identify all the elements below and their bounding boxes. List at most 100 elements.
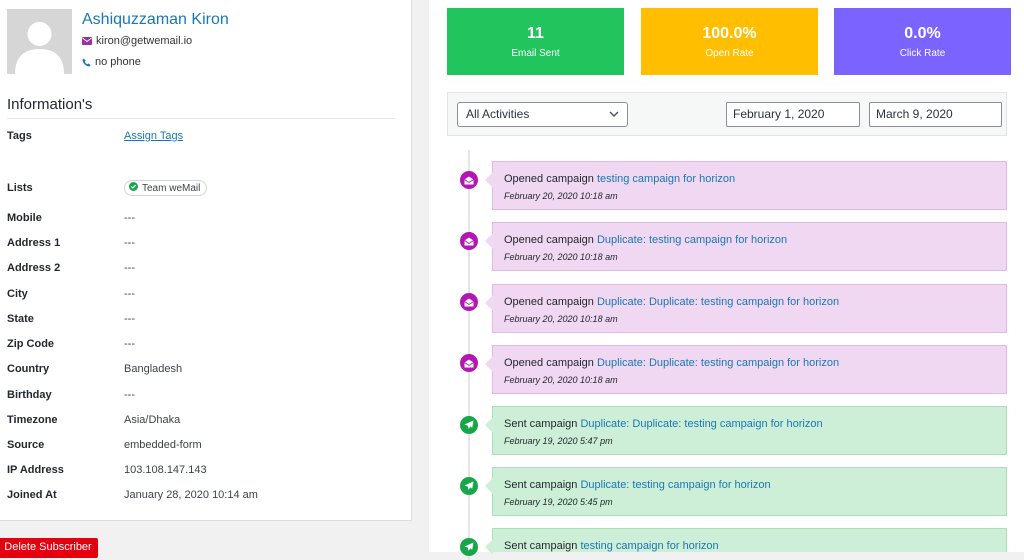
tags-label: Tags xyxy=(7,130,32,142)
field-value: --- xyxy=(124,389,135,401)
field-row: Address 2 --- xyxy=(7,260,395,276)
field-label: City xyxy=(7,288,28,300)
lists-row: Lists Team weMail xyxy=(7,180,395,196)
activity-filter-value: All Activities xyxy=(466,107,530,121)
chevron-down-icon xyxy=(609,103,619,134)
envelope-open-icon xyxy=(460,171,478,189)
field-row: Zip Code --- xyxy=(7,336,395,352)
timeline-action: Opened campaign xyxy=(504,234,594,246)
campaign-link[interactable]: Duplicate: testing campaign for horizon xyxy=(596,234,788,246)
field-row: State --- xyxy=(7,311,395,327)
timeline-action: Opened campaign xyxy=(504,357,594,369)
phone-icon xyxy=(82,57,91,67)
campaign-link[interactable]: Duplicate: Duplicate: testing campaign f… xyxy=(596,357,840,369)
field-row: Country Bangladesh xyxy=(7,361,395,377)
subscriber-profile-panel: Ashiquzzaman Kiron kiron@getwemail.io no… xyxy=(0,0,412,521)
timeline-item: Opened campaign Duplicate: Duplicate: te… xyxy=(485,345,1007,394)
list-name: Team weMail xyxy=(142,182,201,194)
timeline-time: February 19, 2020 5:45 pm xyxy=(504,497,613,507)
field-value: --- xyxy=(124,237,135,249)
timeline-time: February 20, 2020 10:18 am xyxy=(504,191,618,201)
timeline-action: Sent campaign xyxy=(504,540,578,552)
field-label: Zip Code xyxy=(7,338,55,350)
field-row: Joined At January 28, 2020 10:14 am xyxy=(7,487,395,503)
field-label: Birthday xyxy=(7,389,52,401)
field-value: Asia/Dhaka xyxy=(124,414,181,426)
field-label: Mobile xyxy=(7,212,42,224)
field-label: Address 1 xyxy=(7,237,61,249)
lists-label: Lists xyxy=(7,182,33,194)
timeline-item: Opened campaign Duplicate: Duplicate: te… xyxy=(485,284,1007,333)
field-row: Timezone Asia/Dhaka xyxy=(7,412,395,428)
phone-line: no phone xyxy=(82,56,141,68)
timeline-item: Sent campaign Duplicate: testing campaig… xyxy=(485,467,1007,516)
paper-plane-icon xyxy=(460,477,478,495)
envelope-open-icon xyxy=(460,293,478,311)
field-value: Bangladesh xyxy=(124,363,183,375)
email-line: kiron@getwemail.io xyxy=(82,35,192,47)
information-heading: Information's xyxy=(7,96,93,113)
stat-open-rate: 100.0% Open Rate xyxy=(641,8,818,75)
subscriber-name: Ashiquzzaman Kiron xyxy=(82,11,229,28)
stat-value: 0.0% xyxy=(904,25,941,42)
field-row: City --- xyxy=(7,286,395,302)
delete-subscriber-button[interactable]: Delete Subscriber xyxy=(0,538,98,558)
field-label: Joined At xyxy=(7,489,57,501)
field-label: IP Address xyxy=(7,464,64,476)
timeline-time: February 20, 2020 10:18 am xyxy=(504,314,618,324)
campaign-link[interactable]: testing campaign for horizon xyxy=(580,540,719,552)
subscriber-email: kiron@getwemail.io xyxy=(96,35,193,47)
field-row: Birthday --- xyxy=(7,387,395,403)
stat-email-sent: 11 Email Sent xyxy=(447,8,624,75)
field-label: Country xyxy=(7,363,50,375)
campaign-link[interactable]: testing campaign for horizon xyxy=(596,173,736,185)
timeline-item: Sent campaign testing campaign for horiz… xyxy=(485,528,1007,555)
field-value: --- xyxy=(124,338,135,350)
stat-value: 100.0% xyxy=(702,25,757,42)
paper-plane-icon xyxy=(460,416,478,434)
stat-label: Click Rate xyxy=(899,48,946,59)
list-badge: Team weMail xyxy=(124,180,208,196)
subscriber-phone: no phone xyxy=(95,56,141,68)
divider xyxy=(7,118,395,119)
timeline-time: February 19, 2020 5:47 pm xyxy=(504,436,613,446)
field-value: embedded-form xyxy=(124,439,202,451)
paper-plane-icon xyxy=(460,538,478,556)
timeline-time: February 20, 2020 10:18 am xyxy=(504,375,618,385)
activity-panel: 11 Email Sent 100.0% Open Rate 0.0% Clic… xyxy=(429,0,1024,560)
timeline-item: Opened campaign Duplicate: testing campa… xyxy=(485,222,1007,271)
stat-click-rate: 0.0% Click Rate xyxy=(834,8,1011,75)
field-row: IP Address 103.108.147.143 xyxy=(7,462,395,478)
timeline-item: Sent campaign Duplicate: Duplicate: test… xyxy=(485,406,1007,455)
field-label: Source xyxy=(7,439,45,451)
timeline-action: Sent campaign xyxy=(504,418,578,430)
field-label: Address 2 xyxy=(7,262,61,274)
field-value: --- xyxy=(124,212,135,224)
envelope-open-icon xyxy=(460,232,478,250)
stat-value: 11 xyxy=(527,25,544,42)
field-row: Source embedded-form xyxy=(7,437,395,453)
date-from-input[interactable]: February 1, 2020 xyxy=(726,102,860,127)
field-label: State xyxy=(7,313,34,325)
activity-filter-select[interactable]: All Activities xyxy=(457,102,628,127)
timeline-action: Sent campaign xyxy=(504,479,578,491)
field-row: Address 1 --- xyxy=(7,235,395,251)
field-label: Timezone xyxy=(7,414,58,426)
campaign-link[interactable]: Duplicate: Duplicate: testing campaign f… xyxy=(580,418,823,430)
date-to-input[interactable]: March 9, 2020 xyxy=(869,102,1002,127)
tags-row: Tags Assign Tags xyxy=(7,128,395,144)
stat-label: Open Rate xyxy=(705,48,754,59)
envelope-icon xyxy=(82,37,92,45)
assign-tags-link[interactable]: Assign Tags xyxy=(124,130,184,142)
timeline-action: Opened campaign xyxy=(504,296,594,308)
field-value: --- xyxy=(124,313,135,325)
check-circle-icon xyxy=(129,182,138,194)
campaign-link[interactable]: Duplicate: testing campaign for horizon xyxy=(580,479,771,491)
timeline-action: Opened campaign xyxy=(504,173,594,185)
campaign-link[interactable]: Duplicate: Duplicate: testing campaign f… xyxy=(596,296,840,308)
field-row: Mobile --- xyxy=(7,210,395,226)
field-value: January 28, 2020 10:14 am xyxy=(124,489,258,501)
field-value: --- xyxy=(124,288,135,300)
stat-label: Email Sent xyxy=(511,48,560,59)
filter-bar: All Activities February 1, 2020 March 9,… xyxy=(447,92,1007,136)
